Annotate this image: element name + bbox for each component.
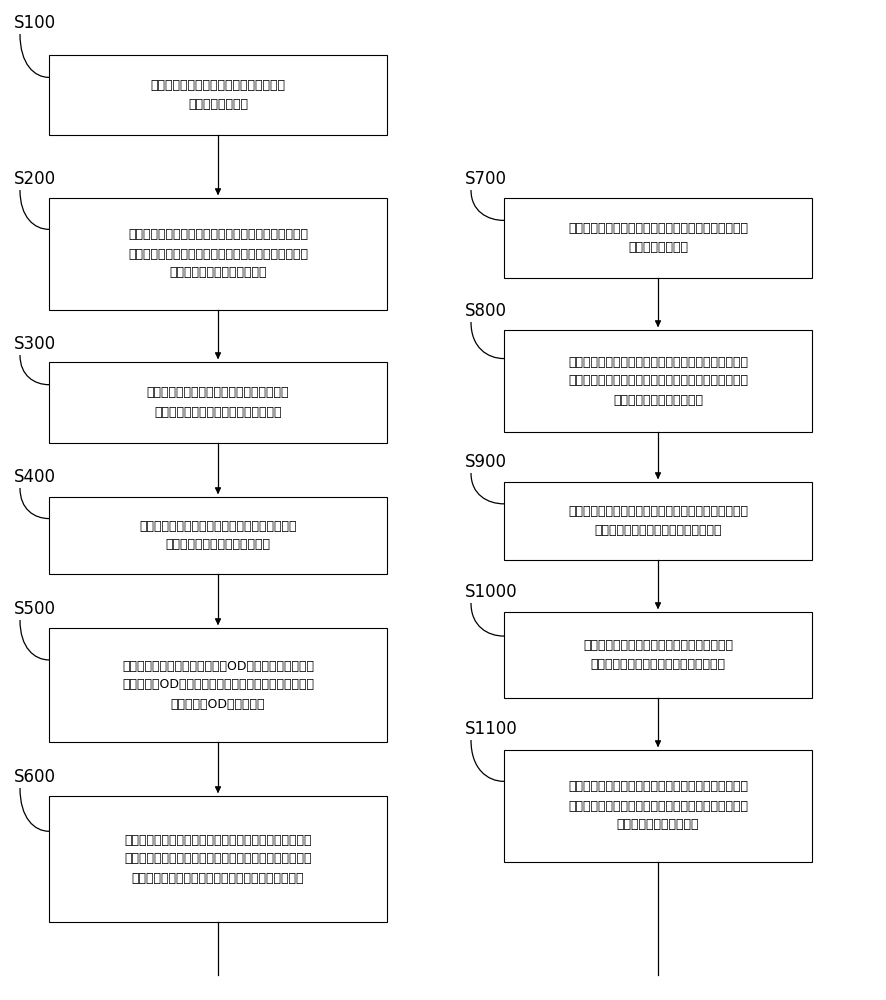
Text: 根据规划空间指标设置阈值，基于阈值在规划方
案所在城市中识别目标样本社区: 根据规划空间指标设置阈值，基于阈值在规划方 案所在城市中识别目标样本社区 xyxy=(139,520,297,552)
Text: 获取样本社区的基站间日常活动OD联系数据表，将基站
间日常活动OD联系数据表转换为样本社区内的现状地块
间日常活动OD联系数据表: 获取样本社区的基站间日常活动OD联系数据表，将基站 间日常活动OD联系数据表转换… xyxy=(122,660,314,710)
Bar xyxy=(49,628,387,742)
Text: S800: S800 xyxy=(465,302,507,320)
Bar xyxy=(504,750,812,862)
Text: S1100: S1100 xyxy=(465,720,517,738)
Text: 基于所述定量模型，模拟规划实施后的规划居住地块与
周边地块之间的预测日常活动联系频次: 基于所述定量模型，模拟规划实施后的规划居住地块与 周边地块之间的预测日常活动联系… xyxy=(568,505,748,537)
Text: S900: S900 xyxy=(465,453,507,471)
Text: S500: S500 xyxy=(14,600,56,618)
Text: 基于社区的规划方案，生成规划实施后的
规划空间数据底板: 基于社区的规划方案，生成规划实施后的 规划空间数据底板 xyxy=(151,79,285,111)
Text: S200: S200 xyxy=(14,170,56,188)
Text: S600: S600 xyxy=(14,768,56,786)
Bar xyxy=(504,482,812,560)
Bar xyxy=(49,497,387,574)
Text: S1000: S1000 xyxy=(465,583,517,601)
Text: S700: S700 xyxy=(465,170,507,188)
Bar xyxy=(504,612,812,698)
Text: S300: S300 xyxy=(14,335,56,353)
Text: 逐块预测社区规划方案中各规划居住地块在规划实施后
的规划社区生活圈边界，叠加形成该社区规划实施后的
整体规划社区生活圈边界: 逐块预测社区规划方案中各规划居住地块在规划实施后 的规划社区生活圈边界，叠加形成… xyxy=(568,780,748,832)
Bar xyxy=(49,796,387,922)
Bar xyxy=(504,330,812,432)
Bar xyxy=(49,198,387,310)
Bar xyxy=(504,198,812,278)
Text: S100: S100 xyxy=(14,14,56,32)
Text: 建立地块间的日常活动联系模拟预测模型基于重力模型建
立地块间的日常活动联系模拟预测模型，形成构建日常活
动联系频次与地块自变量指标间的多元线性回归方程: 建立地块间的日常活动联系模拟预测模型基于重力模型建 立地块间的日常活动联系模拟预… xyxy=(124,834,312,884)
Text: S400: S400 xyxy=(14,468,56,486)
Bar xyxy=(49,55,387,135)
Text: 基于规划空间数据底板，测算规划方案所在
研究单元在规划实施后的规划空间指标: 基于规划空间数据底板，测算规划方案所在 研究单元在规划实施后的规划空间指标 xyxy=(147,386,289,418)
Text: 测算样本社区的居住地块和活动地块的自变量指标，得
到回归变量指标表: 测算样本社区的居住地块和活动地块的自变量指标，得 到回归变量指标表 xyxy=(568,222,748,254)
Text: 将回归变量指标表的变量值代入所述多元线性回归方程
解出待定系数，基于待定系数生成日常活动联系频次与
地块自变量指标的定量模型: 将回归变量指标表的变量值代入所述多元线性回归方程 解出待定系数，基于待定系数生成… xyxy=(568,356,748,406)
Bar xyxy=(49,362,387,443)
Text: 加载规划方案所在城市的研究单元边界，得到研究单元
的矢量边界数据；基于矢量边界数据和现状空间数据，
测算研究单元的现状空间指标: 加载规划方案所在城市的研究单元边界，得到研究单元 的矢量边界数据；基于矢量边界数… xyxy=(128,229,308,279)
Text: 基于预测日常活动联系频次，预测规划实施后
单个规划居住地块的规划社区生活圈边界: 基于预测日常活动联系频次，预测规划实施后 单个规划居住地块的规划社区生活圈边界 xyxy=(583,639,733,671)
